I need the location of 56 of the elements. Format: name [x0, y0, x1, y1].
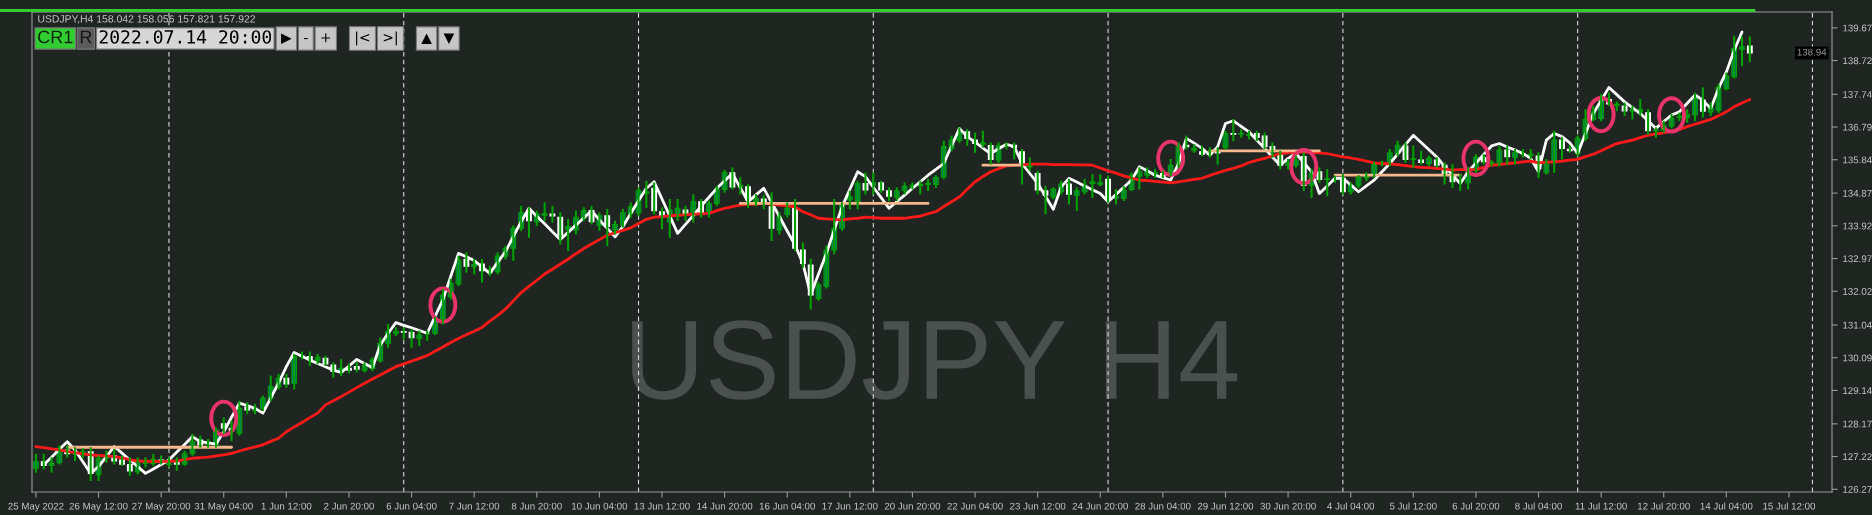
x-tick-label: 14 Jul 04:00 — [1700, 502, 1753, 510]
y-tick-label: 139.67 — [1843, 24, 1872, 32]
x-tick-label: 11 Jul 12:00 — [1575, 502, 1627, 510]
annotation: >| — [383, 31, 397, 46]
y-tick-label: 128.17 — [1843, 420, 1872, 428]
annotation: 138.94 — [1797, 48, 1827, 56]
y-tick-label: 138.72 — [1843, 57, 1872, 65]
y-tick-label: 129.14 — [1843, 387, 1872, 395]
annotation: CR1 — [38, 30, 73, 44]
x-tick-label: 12 Jul 20:00 — [1638, 502, 1690, 510]
annotation: - — [304, 37, 308, 40]
y-tick-label: 131.04 — [1843, 321, 1872, 329]
x-tick-label: 2 Jun 20:00 — [324, 502, 374, 510]
y-tick-label: 130.09 — [1843, 354, 1872, 362]
x-tick-label: 4 Jul 04:00 — [1327, 502, 1375, 510]
annotation: ▶ — [281, 33, 292, 45]
chart-title: USDJPY,H4 158.042 158.056 157.821 157.922 — [38, 15, 256, 24]
annotation: 2022.07.14 20:00 — [99, 30, 272, 44]
x-tick-label: 16 Jun 04:00 — [759, 502, 815, 510]
x-tick-label: 5 Jul 12:00 — [1389, 502, 1437, 510]
x-tick-label: 8 Jun 20:00 — [511, 502, 562, 510]
x-tick-label: 1 Jun 12:00 — [261, 502, 312, 510]
y-tick-label: 133.92 — [1843, 222, 1872, 230]
annotation: ▲ — [421, 33, 432, 45]
annotation: ▼ — [443, 33, 455, 45]
x-tick-label: 30 Jun 20:00 — [1260, 502, 1316, 510]
x-tick-label: 7 Jun 12:00 — [449, 502, 500, 510]
x-tick-label: 25 May 2022 — [8, 502, 64, 512]
x-tick-label: 8 Jul 04:00 — [1515, 502, 1562, 510]
x-tick-label: 6 Jul 20:00 — [1452, 502, 1500, 510]
y-tick-label: 132.02 — [1843, 287, 1872, 295]
x-tick-label: 22 Jun 04:00 — [947, 502, 1003, 510]
x-tick-label: 6 Jun 04:00 — [386, 502, 437, 510]
y-tick-label: 137.74 — [1843, 91, 1872, 98]
y-tick-label: 132.97 — [1843, 255, 1872, 263]
y-tick-label: 136.79 — [1843, 123, 1872, 131]
x-tick-label: 31 May 04:00 — [194, 502, 253, 512]
annotation: R — [80, 30, 92, 44]
x-tick-label: 13 Jun 12:00 — [634, 502, 690, 510]
x-tick-label: 15 Jul 12:00 — [1763, 502, 1816, 510]
x-tick-label: 14 Jun 20:00 — [697, 502, 753, 510]
x-tick-label: 17 Jun 12:00 — [822, 502, 878, 510]
x-tick-label: 23 Jun 12:00 — [1010, 502, 1066, 510]
x-tick-label: 26 May 12:00 — [69, 502, 128, 512]
x-tick-label: 29 Jun 12:00 — [1197, 502, 1254, 510]
y-tick-label: 135.84 — [1843, 156, 1872, 164]
x-tick-label: 28 Jun 04:00 — [1135, 502, 1191, 510]
x-tick-label: 20 Jun 20:00 — [884, 502, 941, 510]
x-tick-label: 24 Jun 20:00 — [1072, 502, 1128, 510]
x-tick-label: 10 Jun 04:00 — [572, 502, 628, 510]
y-tick-label: 127.22 — [1843, 453, 1872, 461]
annotation: + — [321, 33, 331, 43]
annotation: |< — [356, 31, 370, 46]
x-tick-label: 27 May 20:00 — [132, 502, 191, 512]
y-tick-label: 134.87 — [1843, 189, 1872, 197]
y-tick-label: 126.27 — [1843, 485, 1872, 493]
